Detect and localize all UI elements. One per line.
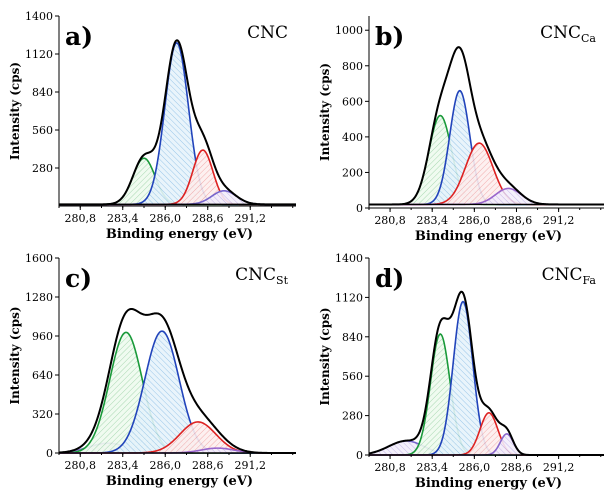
sample-label: CNCFa <box>542 265 597 287</box>
y-tick-label: 280 <box>342 410 363 423</box>
y-tick-label: 200 <box>342 166 363 179</box>
y-tick-label: 840 <box>342 331 363 344</box>
component-fill-blue <box>59 331 296 453</box>
y-tick-label: 640 <box>32 369 53 382</box>
x-tick-label: 286,0 <box>459 214 491 227</box>
y-tick-label: 1600 <box>25 252 53 265</box>
sample-label: CNC <box>247 23 288 43</box>
y-tick-label: 600 <box>342 95 363 108</box>
y-tick-label: 960 <box>32 330 53 343</box>
y-tick-label: 1120 <box>25 48 53 61</box>
chart-panel-4: 280,8 283,4 286,0 288,6 291,2 0 280 560 840 1120 1… <box>318 252 604 490</box>
component-fill-purple-high <box>59 448 296 453</box>
y-tick-label: 800 <box>342 60 363 73</box>
panel-letter: c) <box>65 264 92 293</box>
component-fill-red <box>369 412 604 455</box>
x-tick-label: 280,8 <box>64 212 96 225</box>
x-tick-label: 291,2 <box>543 461 575 474</box>
panel-letter: d) <box>375 264 404 293</box>
x-tick-label: 291,2 <box>234 212 266 225</box>
x-tick-label: 288,6 <box>501 214 533 227</box>
y-axis-title: Intensity (cps) <box>318 63 332 161</box>
component-fill-green <box>59 332 296 453</box>
y-tick-label: 0 <box>356 449 363 462</box>
panel-letter: a) <box>65 22 93 51</box>
x-axis-title: Binding energy (eV) <box>106 474 253 489</box>
y-axis-title: Intensity (cps) <box>318 307 332 405</box>
y-tick-label: 1280 <box>25 291 53 304</box>
y-tick-label: 1120 <box>335 291 363 304</box>
x-tick-label: 286,0 <box>149 459 181 472</box>
x-tick-label: 291,2 <box>234 459 266 472</box>
chart-panel-1: 280,8 283,4 286,0 288,6 291,2 280 560 840 1120 14… <box>8 10 296 242</box>
x-tick-label: 283,4 <box>416 461 448 474</box>
y-axis-title: Intensity (cps) <box>8 62 22 160</box>
x-tick-label: 288,6 <box>192 212 224 225</box>
x-tick-label: 283,4 <box>107 459 139 472</box>
y-tick-label: 560 <box>32 124 53 137</box>
x-tick-label: 280,8 <box>64 459 96 472</box>
component-fill-green <box>369 115 604 205</box>
y-tick-label: 840 <box>32 86 53 99</box>
x-tick-label: 286,0 <box>459 461 491 474</box>
chart-panel-3: 280,8 283,4 286,0 288,6 291,2 0 320 640 960 1280 1… <box>8 252 296 489</box>
x-axis-title: Binding energy (eV) <box>415 229 562 244</box>
x-tick-label: 291,2 <box>543 214 575 227</box>
y-axis-title: Intensity (cps) <box>8 306 22 404</box>
sample-label: CNCCa <box>540 23 596 45</box>
sample-label: CNCSt <box>235 265 288 287</box>
component-fill-red <box>369 143 604 205</box>
y-tick-label: 400 <box>342 131 363 144</box>
y-tick-label: 320 <box>32 408 53 421</box>
x-tick-label: 288,6 <box>501 461 533 474</box>
y-tick-label: 1400 <box>335 252 363 265</box>
component-fill-purple <box>59 190 296 205</box>
y-tick-label: 560 <box>342 370 363 383</box>
x-tick-label: 283,4 <box>107 212 139 225</box>
x-tick-label: 283,4 <box>416 214 448 227</box>
x-tick-label: 286,0 <box>149 212 181 225</box>
x-axis-title: Binding energy (eV) <box>106 227 253 242</box>
x-tick-label: 280,8 <box>374 461 406 474</box>
x-tick-label: 288,6 <box>192 459 224 472</box>
component-fill-blue <box>59 42 296 205</box>
y-tick-label: 280 <box>32 162 53 175</box>
chart-panel-2: 280,8 283,4 286,0 288,6 291,2 0 200 400 600 800 10… <box>318 16 604 244</box>
x-axis-title: Binding energy (eV) <box>415 476 562 490</box>
x-tick-label: 280,8 <box>374 214 406 227</box>
panel-letter: b) <box>375 22 404 51</box>
component-fill-green <box>369 333 604 455</box>
y-tick-label: 1000 <box>335 24 363 37</box>
y-tick-label: 0 <box>356 202 363 215</box>
y-tick-label: 0 <box>46 447 53 460</box>
y-tick-label: 1400 <box>25 10 53 23</box>
